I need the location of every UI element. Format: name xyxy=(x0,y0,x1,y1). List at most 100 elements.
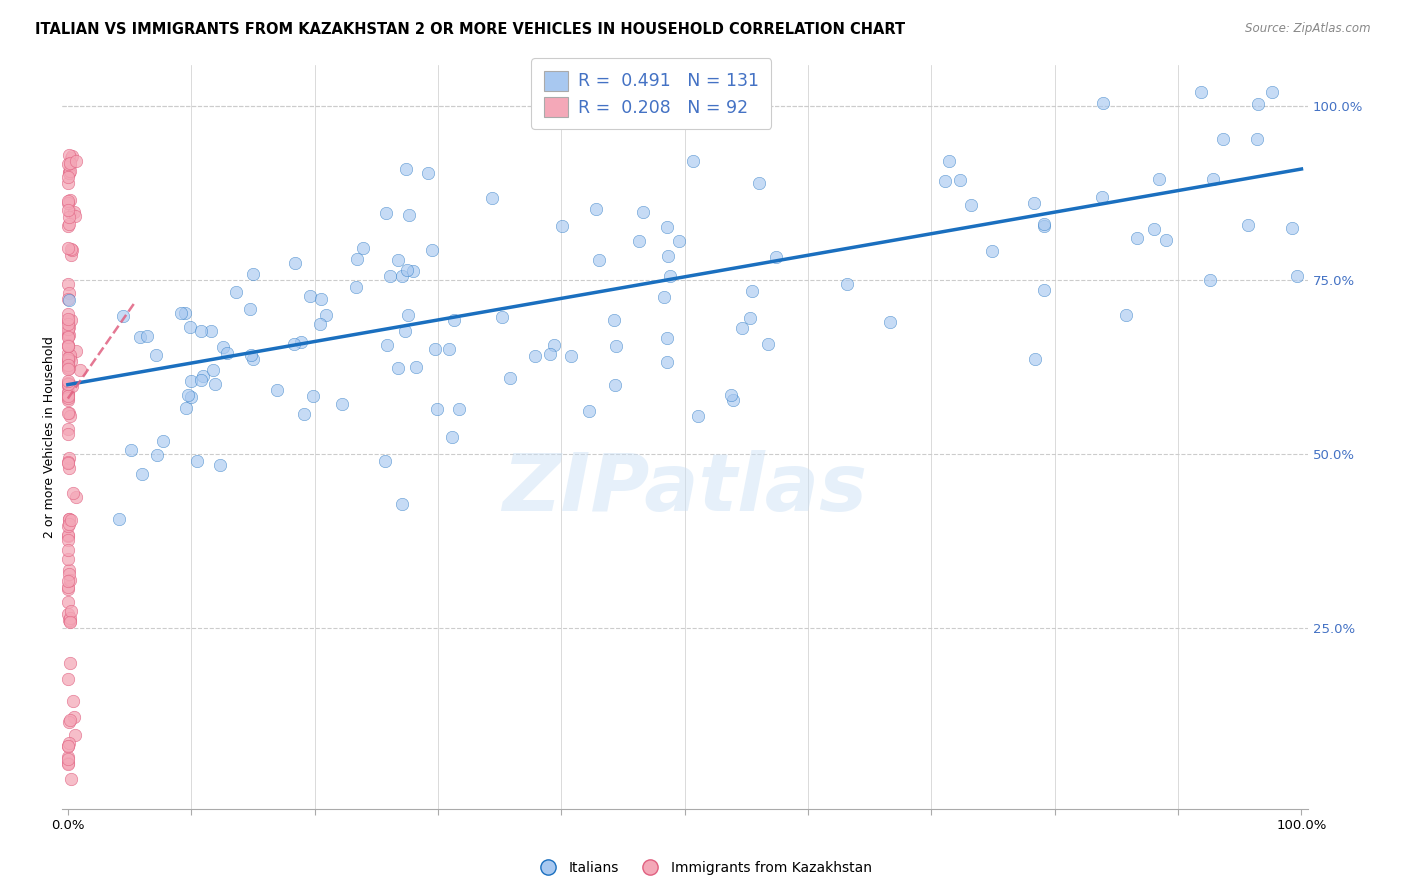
Point xyxy=(309,318,332,332)
Point xyxy=(657,220,679,235)
Point xyxy=(56,219,79,233)
Point xyxy=(65,154,87,169)
Point xyxy=(180,390,202,404)
Point xyxy=(58,211,80,225)
Point xyxy=(145,348,167,362)
Point xyxy=(585,202,607,217)
Point xyxy=(346,252,368,266)
Point xyxy=(960,198,983,212)
Point xyxy=(59,164,82,178)
Point xyxy=(56,454,79,468)
Point xyxy=(668,234,690,248)
Point xyxy=(657,249,679,263)
Text: ITALIAN VS IMMIGRANTS FROM KAZAKHSTAN 2 OR MORE VEHICLES IN HOUSEHOLD CORRELATIO: ITALIAN VS IMMIGRANTS FROM KAZAKHSTAN 2 … xyxy=(35,22,905,37)
Point xyxy=(56,387,79,401)
Point xyxy=(56,422,79,436)
Point xyxy=(65,728,87,742)
Point xyxy=(1032,217,1054,231)
Text: ZIPatlas: ZIPatlas xyxy=(502,450,868,528)
Point xyxy=(62,710,84,724)
Point xyxy=(420,243,443,257)
Legend: R =  0.491   N = 131, R =  0.208   N = 92: R = 0.491 N = 131, R = 0.208 N = 92 xyxy=(531,59,772,129)
Point xyxy=(120,443,142,458)
Point xyxy=(56,607,79,621)
Point xyxy=(56,580,79,594)
Point xyxy=(242,352,264,367)
Point xyxy=(605,378,627,392)
Point xyxy=(56,376,79,391)
Point xyxy=(394,325,416,339)
Point xyxy=(186,454,208,468)
Point xyxy=(56,354,79,368)
Point xyxy=(58,573,80,587)
Point xyxy=(394,162,416,177)
Point xyxy=(58,176,80,190)
Point xyxy=(330,397,353,411)
Point xyxy=(58,566,80,581)
Point xyxy=(731,321,754,335)
Point xyxy=(59,350,82,364)
Point xyxy=(401,264,423,278)
Point xyxy=(58,360,80,375)
Point xyxy=(58,512,80,526)
Point xyxy=(58,517,80,532)
Point xyxy=(58,327,80,342)
Point xyxy=(720,388,742,402)
Point xyxy=(56,456,79,470)
Point xyxy=(225,285,247,300)
Point xyxy=(58,165,80,179)
Point xyxy=(58,563,80,577)
Point xyxy=(56,339,79,353)
Point xyxy=(191,368,214,383)
Point xyxy=(215,346,238,360)
Point xyxy=(60,248,83,262)
Point xyxy=(59,772,82,786)
Point xyxy=(58,319,80,334)
Point xyxy=(499,370,522,384)
Point xyxy=(56,528,79,542)
Point xyxy=(56,379,79,393)
Point xyxy=(1149,171,1171,186)
Point xyxy=(60,148,83,162)
Point xyxy=(934,174,956,188)
Point xyxy=(756,337,779,351)
Point xyxy=(56,582,79,596)
Point xyxy=(170,305,193,319)
Point xyxy=(1126,231,1149,245)
Point xyxy=(1024,352,1046,367)
Point xyxy=(748,176,770,190)
Point xyxy=(59,656,82,670)
Point xyxy=(603,313,626,327)
Point xyxy=(65,343,87,358)
Point xyxy=(56,427,79,442)
Point xyxy=(180,374,202,388)
Point xyxy=(56,533,79,547)
Point xyxy=(1154,234,1177,248)
Point xyxy=(56,330,79,344)
Point xyxy=(391,498,413,512)
Point xyxy=(56,595,79,609)
Point xyxy=(56,529,79,543)
Point xyxy=(58,672,80,686)
Point xyxy=(605,339,627,353)
Point xyxy=(56,307,79,321)
Point xyxy=(60,151,83,165)
Point xyxy=(62,486,84,500)
Point xyxy=(179,320,201,334)
Point xyxy=(58,752,80,766)
Point xyxy=(56,170,79,185)
Point xyxy=(387,253,409,268)
Point xyxy=(56,339,79,353)
Point xyxy=(1202,172,1225,186)
Point xyxy=(391,268,413,283)
Point xyxy=(58,286,80,301)
Point xyxy=(721,392,744,407)
Point xyxy=(302,389,325,403)
Point xyxy=(59,409,82,423)
Point xyxy=(108,512,131,526)
Point xyxy=(59,312,82,326)
Point xyxy=(659,269,682,284)
Point xyxy=(266,383,288,397)
Point xyxy=(1246,97,1268,112)
Point xyxy=(58,202,80,217)
